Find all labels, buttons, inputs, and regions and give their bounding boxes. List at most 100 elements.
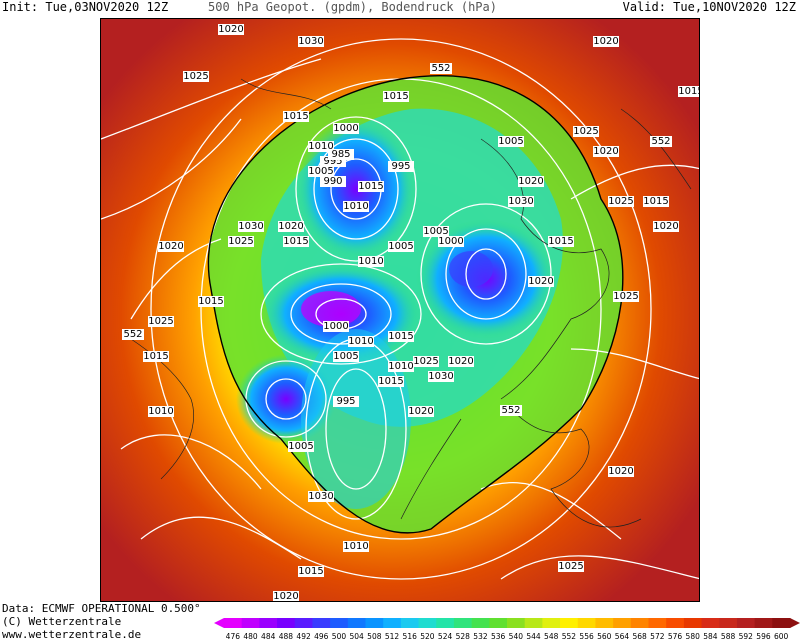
svg-text:1010: 1010 — [343, 201, 368, 212]
colorbar-swatch — [736, 618, 756, 628]
svg-text:1025: 1025 — [413, 356, 438, 367]
isobar-label: 1015 — [388, 331, 414, 342]
colorbar-swatch — [489, 618, 508, 628]
colorbar-arrow-right — [790, 618, 800, 628]
geopotential-label: 552 — [650, 136, 672, 147]
isobar-label: 1010 — [308, 141, 334, 152]
deep-low-core-2 — [449, 251, 493, 287]
svg-text:1010: 1010 — [388, 361, 413, 372]
svg-text:1030: 1030 — [298, 36, 323, 47]
svg-text:1015: 1015 — [358, 181, 383, 192]
isobar-label: 1015 — [358, 181, 384, 192]
isobar-label: 1020 — [158, 241, 184, 252]
colorbar-swatch — [719, 618, 738, 628]
colorbar-tick-label: 568 — [632, 632, 647, 641]
colorbar-swatch — [453, 618, 473, 628]
isobar-label: 1020 — [528, 276, 554, 287]
colorbar-swatch — [471, 618, 490, 628]
isobar-label: 1025 — [228, 236, 254, 247]
colorbar-tick-label: 600 — [774, 632, 789, 641]
colorbar-swatch — [224, 618, 243, 628]
isobar-label: 1025 — [608, 196, 634, 207]
svg-text:552: 552 — [651, 136, 670, 147]
isobar-label: 1025 — [573, 126, 599, 137]
isobar-label: 1025 — [558, 561, 584, 572]
isobar-label: 1030 — [508, 196, 534, 207]
isobar-label: 1020 — [653, 221, 679, 232]
svg-text:1025: 1025 — [183, 71, 208, 82]
colorbar-tick-label: 524 — [438, 632, 453, 641]
colorbar-swatch — [560, 618, 579, 628]
isobar-label: 1015 — [298, 566, 324, 577]
colorbar-tick-label: 556 — [579, 632, 594, 641]
svg-text:1010: 1010 — [358, 256, 383, 267]
colorbar-swatch — [666, 618, 685, 628]
colorbar-tick-label: 504 — [349, 632, 364, 641]
svg-text:1010: 1010 — [148, 406, 173, 417]
svg-text:552: 552 — [501, 405, 520, 416]
svg-text:1015: 1015 — [548, 236, 573, 247]
isobar-label: 1000 — [333, 123, 359, 134]
svg-text:1025: 1025 — [228, 236, 253, 247]
colorbar-tick-label: 584 — [703, 632, 718, 641]
colorbar-swatch — [436, 618, 455, 628]
isobar-label: 1015 — [643, 196, 669, 207]
svg-text:985: 985 — [331, 149, 350, 160]
data-source: Data: ECMWF OPERATIONAL 0.500° — [2, 602, 201, 615]
svg-text:1030: 1030 — [508, 196, 533, 207]
svg-text:1025: 1025 — [613, 291, 638, 302]
isobar-label: 1010 — [348, 336, 374, 347]
isobar-label: 1020 — [518, 176, 544, 187]
colorbar-swatch — [277, 618, 296, 628]
geopotential-label: 552 — [122, 329, 144, 340]
colorbar-swatch — [418, 618, 437, 628]
isobar-label: 1010 — [388, 361, 414, 372]
colorbar-tick-label: 532 — [473, 632, 488, 641]
isobar-label: 1010 — [343, 201, 369, 212]
colorbar-tick-label: 572 — [650, 632, 665, 641]
colorbar-tick-label: 580 — [686, 632, 701, 641]
weather-map[interactable]: 1020 1025 1030 1015 1010 1005 1000 995 990 985 102… — [100, 18, 700, 602]
colorbar-tick-label: 520 — [420, 632, 435, 641]
svg-text:1005: 1005 — [388, 241, 413, 252]
isobar-label: 1015 — [143, 351, 169, 362]
isobar-label: 1010 — [343, 541, 369, 552]
colorbar-tick-label: 508 — [367, 632, 382, 641]
colorbar-tick-label: 544 — [526, 632, 541, 641]
chart-title: 500 hPa Geopot. (gpdm), Bodendruck (hPa) — [208, 0, 497, 14]
geopotential-label: 552 — [500, 405, 522, 416]
svg-text:1005: 1005 — [308, 166, 333, 177]
isobar-label: 1000 — [438, 236, 464, 247]
svg-text:1020: 1020 — [278, 221, 303, 232]
isobar-label: 1030 — [238, 221, 264, 232]
isobar-label: 1025 — [148, 316, 174, 327]
svg-text:1015: 1015 — [283, 236, 308, 247]
svg-text:1025: 1025 — [608, 196, 633, 207]
svg-text:1005: 1005 — [333, 351, 358, 362]
geopotential-label: 552 — [430, 63, 452, 74]
svg-text:1005: 1005 — [288, 441, 313, 452]
website-link[interactable]: www.wetterzentrale.de — [2, 628, 142, 641]
svg-text:1020: 1020 — [608, 466, 633, 477]
svg-text:990: 990 — [323, 176, 342, 187]
colorbar-swatch — [400, 618, 420, 628]
geopotential-field: 1020102510301015101010051000995990985102… — [101, 19, 699, 601]
colorbar-tick-label: 528 — [456, 632, 471, 641]
svg-text:1020: 1020 — [593, 146, 618, 157]
colorbar-tick-label: 596 — [756, 632, 771, 641]
svg-text:1020: 1020 — [653, 221, 678, 232]
colorbar-tick-label: 500 — [332, 632, 347, 641]
svg-text:1030: 1030 — [308, 491, 333, 502]
init-time: Init: Tue,03NOV2020 12Z — [2, 0, 169, 14]
svg-text:1025: 1025 — [148, 316, 173, 327]
svg-text:1020: 1020 — [593, 36, 618, 47]
isobar-label: 1010 — [358, 256, 384, 267]
colorbar-swatch — [648, 618, 667, 628]
isobar-label: 1030 — [298, 36, 324, 47]
isobar-label: 1020 — [593, 36, 619, 47]
isobar-label: 1015 — [283, 236, 309, 247]
svg-text:1015: 1015 — [298, 566, 323, 577]
svg-text:1015: 1015 — [388, 331, 413, 342]
svg-text:1020: 1020 — [408, 406, 433, 417]
svg-text:1000: 1000 — [438, 236, 463, 247]
